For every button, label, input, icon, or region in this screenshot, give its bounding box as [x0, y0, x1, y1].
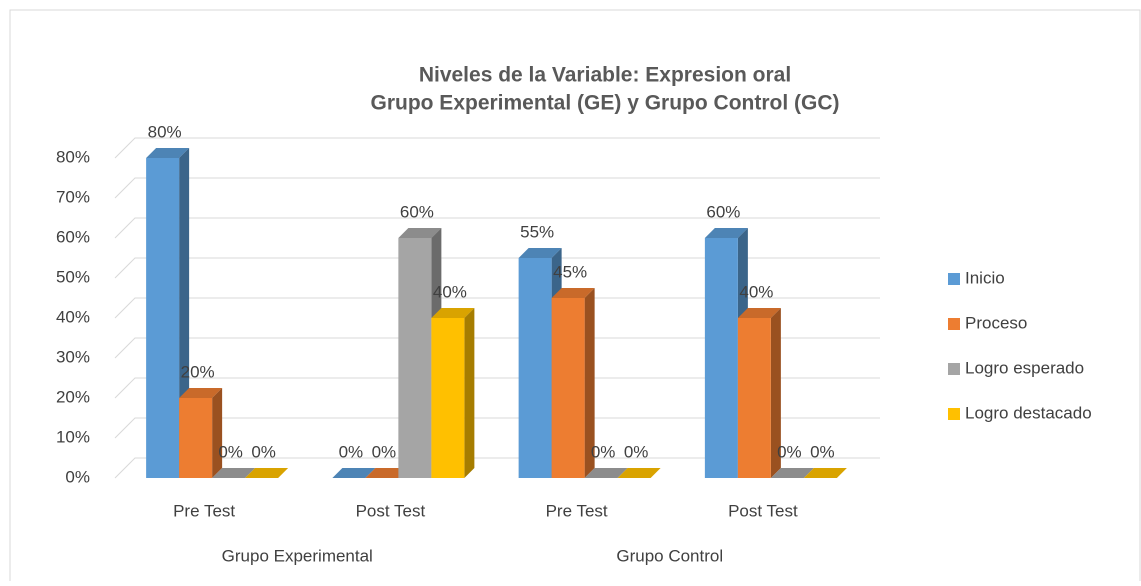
data-label: 0%	[339, 442, 364, 461]
bar-top	[245, 468, 289, 478]
data-label: 45%	[553, 262, 587, 281]
data-label: 80%	[148, 122, 182, 141]
data-label: 0%	[624, 442, 649, 461]
legend-swatch	[948, 408, 960, 420]
data-label: 60%	[400, 202, 434, 221]
data-label: 60%	[706, 202, 740, 221]
legend-label: Inicio	[965, 268, 1005, 287]
bar	[551, 298, 585, 478]
bar	[518, 258, 552, 478]
y-tick-label: 40%	[56, 307, 90, 326]
x-tick-label: Pre Test	[546, 501, 608, 520]
legend-swatch	[948, 318, 960, 330]
bar-top	[803, 468, 847, 478]
data-label: 0%	[372, 442, 397, 461]
bar	[398, 238, 432, 478]
legend-swatch	[948, 363, 960, 375]
legend-swatch	[948, 273, 960, 285]
bar-top	[212, 468, 256, 478]
bar-top	[584, 468, 628, 478]
data-label: 55%	[520, 222, 554, 241]
bar-side	[212, 388, 223, 478]
grid-line	[114, 297, 880, 319]
y-tick-label: 20%	[56, 387, 90, 406]
bar	[704, 238, 738, 478]
bar-top	[551, 288, 595, 298]
y-tick-label: 0%	[65, 467, 90, 486]
group-label: Grupo Experimental	[222, 546, 373, 565]
bar-top	[146, 148, 190, 158]
y-tick-label: 50%	[56, 267, 90, 286]
grid-line	[114, 177, 880, 199]
bar-top	[179, 388, 223, 398]
grid-line	[114, 377, 880, 399]
bar-top	[737, 308, 781, 318]
bar	[431, 318, 465, 478]
bar-top	[518, 248, 562, 258]
grid-line	[114, 457, 880, 479]
legend-label: Logro esperado	[965, 358, 1084, 377]
data-label: 40%	[433, 282, 467, 301]
chart-title: Niveles de la Variable: Expresion oral	[419, 64, 791, 87]
bar	[146, 158, 180, 478]
bar	[179, 398, 213, 478]
y-tick-label: 80%	[56, 147, 90, 166]
bar-top	[770, 468, 814, 478]
grid-line	[114, 217, 880, 239]
bar	[737, 318, 771, 478]
data-label: 0%	[591, 442, 616, 461]
bar-side	[464, 308, 475, 478]
legend-label: Proceso	[965, 313, 1027, 332]
grid-line	[114, 257, 880, 279]
chart-subtitle: Grupo Experimental (GE) y Grupo Control …	[370, 92, 839, 115]
data-label: 40%	[739, 282, 773, 301]
grid-line	[114, 337, 880, 359]
y-tick-label: 30%	[56, 347, 90, 366]
data-label: 20%	[181, 362, 215, 381]
bar-side	[770, 308, 781, 478]
data-label: 0%	[218, 442, 243, 461]
data-label: 0%	[777, 442, 802, 461]
data-label: 0%	[810, 442, 835, 461]
bar-top	[398, 228, 442, 238]
x-tick-label: Post Test	[728, 501, 798, 520]
group-label: Grupo Control	[616, 546, 723, 565]
bar-side	[584, 288, 595, 478]
bar-top	[332, 468, 376, 478]
legend-label: Logro destacado	[965, 403, 1092, 422]
grid-line	[114, 137, 880, 159]
data-label: 0%	[251, 442, 276, 461]
chart-border	[9, 9, 1141, 586]
bar-top	[617, 468, 661, 478]
x-tick-label: Pre Test	[173, 501, 235, 520]
bar-top	[431, 308, 475, 318]
y-tick-label: 60%	[56, 227, 90, 246]
y-tick-label: 10%	[56, 427, 90, 446]
y-tick-label: 70%	[56, 187, 90, 206]
grid-line	[114, 417, 880, 439]
bar-top	[704, 228, 748, 238]
x-tick-label: Post Test	[356, 501, 426, 520]
bar-top	[365, 468, 409, 478]
